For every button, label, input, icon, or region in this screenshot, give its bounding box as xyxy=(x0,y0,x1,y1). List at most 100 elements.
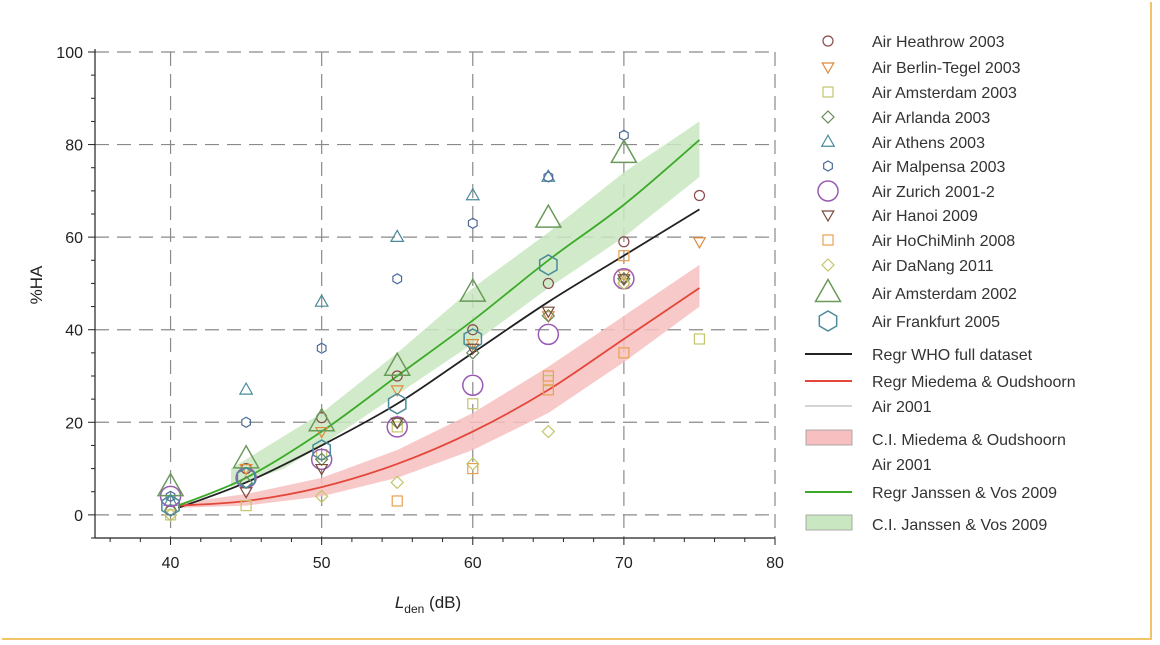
data-point xyxy=(465,343,480,356)
legend-swatch xyxy=(805,514,853,531)
legend-label: Air HoChiMinh 2008 xyxy=(872,233,1015,250)
data-point xyxy=(465,187,481,201)
data-point xyxy=(165,490,176,503)
data-point xyxy=(391,495,403,507)
legend-marker xyxy=(822,35,834,47)
legend-label: Air Zurich 2001-2 xyxy=(872,184,995,201)
legend-label: Air Athens 2003 xyxy=(872,135,985,152)
legend-item: Air Amsterdam 2003 xyxy=(822,85,1017,102)
legend-label: Air Arlanda 2003 xyxy=(872,110,990,127)
legend-label: Air Hanoi 2009 xyxy=(872,208,978,225)
data-point xyxy=(312,439,332,461)
data-point xyxy=(164,509,177,521)
legend-item: Regr WHO full dataset xyxy=(805,347,1033,364)
legend-marker xyxy=(821,110,835,124)
data-point xyxy=(467,324,479,336)
data-point xyxy=(386,416,408,438)
legend-item: Air Athens 2003 xyxy=(820,134,985,152)
data-point xyxy=(462,374,484,397)
x-tick-label: 60 xyxy=(464,555,482,572)
regression-line xyxy=(177,208,700,509)
data-point xyxy=(610,138,638,164)
data-point xyxy=(240,500,252,512)
legend-label: Regr WHO full dataset xyxy=(872,347,1033,364)
data-point xyxy=(392,273,403,285)
data-point xyxy=(541,308,556,323)
data-point xyxy=(238,381,254,395)
data-point xyxy=(538,254,558,276)
legend-label: Air Amsterdam 2002 xyxy=(872,286,1017,303)
legend-marker xyxy=(817,180,839,202)
legend-item: Air HoChiMinh 2008 xyxy=(822,233,1015,250)
legend-item: Air Heathrow 2003 xyxy=(822,34,1005,51)
y-tick-label: 40 xyxy=(65,323,83,340)
data-point xyxy=(390,385,405,398)
x-axis-title-sub: den xyxy=(404,602,424,616)
data-point xyxy=(618,347,630,359)
regression-line xyxy=(177,139,701,507)
legend-marker xyxy=(822,86,834,98)
data-point xyxy=(316,342,327,354)
legend-label: C.I. Miedema & Oudshoorn xyxy=(872,432,1066,449)
x-tick-label: 40 xyxy=(162,555,180,572)
data-point xyxy=(465,346,480,360)
legend-swatch xyxy=(805,429,853,446)
data-point xyxy=(159,485,182,508)
x-tick-label: 80 xyxy=(766,555,784,572)
data-point xyxy=(467,398,479,410)
data-point xyxy=(617,276,631,291)
data-point xyxy=(389,229,405,242)
legend-label: Air Amsterdam 2003 xyxy=(872,85,1017,102)
legend-label: Air DaNang 2011 xyxy=(872,258,994,275)
legend-marker xyxy=(814,277,842,303)
legend-label: C.I. Janssen & Vos 2009 xyxy=(872,517,1047,534)
legend-marker xyxy=(820,134,836,147)
data-point xyxy=(314,489,329,504)
y-tick-label: 100 xyxy=(56,45,83,62)
data-point xyxy=(391,370,403,382)
legend-item: Air Hanoi 2009 xyxy=(821,208,978,225)
data-point xyxy=(542,277,554,290)
legend-item: Air Berlin-Tegel 2003 xyxy=(821,60,1021,77)
data-point xyxy=(618,250,630,262)
legend-item: Air Arlanda 2003 xyxy=(821,110,990,127)
data-point xyxy=(693,333,706,345)
legend-item: Air DaNang 2011 xyxy=(821,258,994,275)
confidence-band xyxy=(231,121,700,488)
legend: Air Heathrow 2003 Air Berlin-Tegel 2003 Ai… xyxy=(805,34,1076,534)
legend-label: Air Frankfurt 2005 xyxy=(872,314,1000,331)
x-tick-label: 50 xyxy=(313,555,331,572)
data-point xyxy=(541,169,556,182)
data-point xyxy=(314,293,329,307)
data-markers xyxy=(156,129,707,522)
data-point xyxy=(391,421,403,433)
axes: 0 20 40 60 80 100 40 50 60 70 80 xyxy=(56,45,784,572)
data-point xyxy=(161,494,180,517)
legend-item: Air Zurich 2001-2 xyxy=(817,180,995,202)
legend-marker xyxy=(822,234,834,246)
y-tick-label: 0 xyxy=(74,508,83,525)
confidence-band xyxy=(178,264,700,508)
legend-label: Air Heathrow 2003 xyxy=(872,34,1005,51)
legend-item: Air Malpensa 2003 xyxy=(823,159,1006,176)
data-point xyxy=(390,417,405,430)
data-point xyxy=(541,306,556,319)
legend-label: Air Berlin-Tegel 2003 xyxy=(872,60,1021,77)
legend-item: Air Frankfurt 2005 xyxy=(818,310,1000,332)
data-point xyxy=(467,217,478,229)
legend-item: C.I. Miedema & Oudshoorn Air 2001 xyxy=(805,429,1066,474)
data-point xyxy=(307,407,336,432)
legend-label: Air Malpensa 2003 xyxy=(872,159,1006,176)
legend-item: Regr Miedema & Oudshoorn Air 2001 xyxy=(805,374,1076,416)
legend-label: Air 2001 xyxy=(872,399,932,416)
data-point xyxy=(463,328,483,350)
regression-line xyxy=(178,287,700,507)
legend-marker xyxy=(821,62,835,75)
x-axis-title: Lden (dB) xyxy=(395,593,461,616)
legend-item: Regr Janssen & Vos 2009 xyxy=(805,485,1057,502)
legend-marker xyxy=(821,258,835,272)
data-point xyxy=(236,466,256,489)
data-point xyxy=(390,475,405,490)
regression-lines xyxy=(177,139,701,509)
